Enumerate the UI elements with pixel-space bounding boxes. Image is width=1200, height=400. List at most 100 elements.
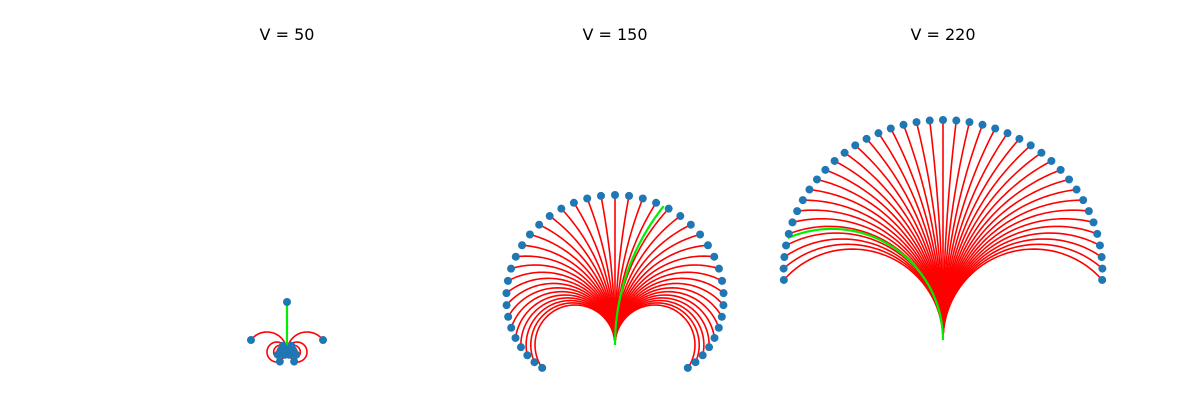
endpoint-marker-25	[676, 212, 685, 221]
endpoint-marker-40	[283, 348, 292, 357]
endpoint-marker-8	[805, 185, 814, 194]
endpoint-marker-38	[698, 351, 707, 360]
endpoint-marker-0	[779, 275, 788, 284]
endpoint-marker-21	[952, 116, 961, 125]
endpoint-marker-21	[625, 191, 634, 200]
endpoint-marker-4	[511, 333, 520, 342]
trajectory-curve-highlight	[613, 205, 665, 346]
endpoint-marker-6	[793, 207, 802, 216]
trajectory-curves	[783, 120, 1103, 341]
endpoint-marker-34	[717, 312, 726, 321]
endpoint-marker-27	[1026, 141, 1035, 150]
endpoint-marker-16	[273, 350, 282, 359]
trajectory-curve-highlight	[787, 227, 945, 341]
endpoint-marker-33	[1079, 196, 1088, 205]
endpoint-marker-11	[511, 252, 520, 261]
endpoint-marker-15	[874, 129, 883, 138]
endpoint-marker-24	[664, 204, 673, 213]
endpoint-marker-30	[1056, 165, 1065, 174]
endpoint-marker-12	[840, 148, 849, 157]
endpoint-marker-21	[319, 336, 328, 345]
endpoint-marker-11	[830, 156, 839, 165]
endpoint-marker-35	[714, 323, 723, 332]
panel-v220: V = 220	[779, 25, 1107, 341]
endpoint-marker-3	[516, 343, 525, 352]
endpoint-marker-10	[507, 264, 516, 273]
endpoint-marker-28	[1037, 148, 1046, 157]
trajectory-curves	[505, 195, 725, 369]
endpoint-marker-31	[718, 276, 727, 285]
endpoint-marker-32	[1072, 185, 1081, 194]
endpoint-marker-23	[978, 120, 987, 129]
endpoint-marker-19	[246, 336, 255, 345]
endpoint-marker-5	[788, 218, 797, 227]
endpoint-marker-8	[502, 289, 511, 298]
endpoint-marker-0	[538, 363, 547, 372]
endpoint-marker-37	[705, 343, 714, 352]
trajectory-endpoints	[246, 298, 328, 366]
endpoint-marker-37	[1095, 241, 1104, 250]
endpoint-marker-22	[638, 194, 647, 203]
endpoint-marker-18	[275, 357, 284, 366]
endpoint-marker-35	[1089, 218, 1098, 227]
endpoint-marker-7	[798, 196, 807, 205]
endpoint-marker-17	[899, 120, 908, 129]
endpoint-marker-6	[504, 312, 513, 321]
endpoint-marker-18	[912, 118, 921, 127]
trajectory-curve-40	[614, 304, 696, 369]
endpoint-marker-22	[290, 357, 299, 366]
endpoint-marker-1	[779, 264, 788, 273]
endpoint-marker-9	[503, 276, 512, 285]
endpoint-marker-28	[703, 241, 712, 250]
endpoint-marker-31	[1065, 175, 1074, 184]
panel-title: V = 150	[582, 25, 647, 44]
endpoint-marker-39	[691, 358, 700, 367]
panel-v50: V = 50	[246, 25, 328, 366]
endpoint-marker-40	[1098, 275, 1107, 284]
endpoint-marker-12	[518, 241, 527, 250]
endpoint-marker-33	[719, 301, 728, 310]
endpoint-marker-10	[821, 165, 830, 174]
endpoint-marker-25	[1003, 129, 1012, 138]
endpoint-marker-3	[782, 241, 791, 250]
endpoint-marker-30	[714, 264, 723, 273]
endpoint-marker-1	[530, 358, 539, 367]
endpoint-marker-26	[686, 220, 695, 229]
panel-v150: V = 150	[502, 25, 728, 372]
endpoint-marker-17	[569, 198, 578, 207]
endpoint-marker-39	[1098, 264, 1107, 273]
endpoint-marker-29	[1047, 156, 1056, 165]
trajectory-curve-40	[942, 248, 1103, 341]
endpoint-marker-19	[596, 191, 605, 200]
endpoint-marker-15	[545, 212, 554, 221]
trajectory-curve-32	[942, 188, 1077, 341]
endpoint-marker-20	[611, 191, 619, 199]
endpoint-marker-20	[283, 298, 291, 306]
endpoint-marker-17	[278, 341, 287, 350]
endpoint-marker-13	[851, 141, 860, 150]
endpoint-marker-5	[507, 323, 516, 332]
endpoint-marker-4	[784, 229, 793, 238]
endpoint-marker-26	[1015, 134, 1024, 143]
panel-title: V = 220	[910, 25, 975, 44]
endpoint-marker-14	[862, 134, 871, 143]
endpoint-marker-13	[525, 230, 534, 239]
endpoint-marker-34	[1084, 207, 1093, 216]
endpoint-marker-9	[812, 175, 821, 184]
endpoint-marker-19	[925, 116, 934, 125]
endpoint-marker-7	[502, 301, 511, 310]
endpoint-marker-2	[523, 351, 532, 360]
endpoint-marker-22	[965, 118, 974, 127]
endpoint-marker-40	[683, 363, 692, 372]
endpoint-marker-24	[991, 124, 1000, 133]
endpoint-marker-2	[780, 253, 789, 262]
endpoint-marker-27	[696, 230, 705, 239]
endpoint-marker-20	[939, 116, 947, 124]
endpoint-marker-36	[710, 333, 719, 342]
endpoint-marker-38	[1097, 253, 1106, 262]
endpoint-marker-36	[1093, 229, 1102, 238]
panel-title: V = 50	[260, 25, 315, 44]
trajectory-endpoints	[502, 191, 728, 372]
trajectory-curve-8	[809, 188, 944, 341]
